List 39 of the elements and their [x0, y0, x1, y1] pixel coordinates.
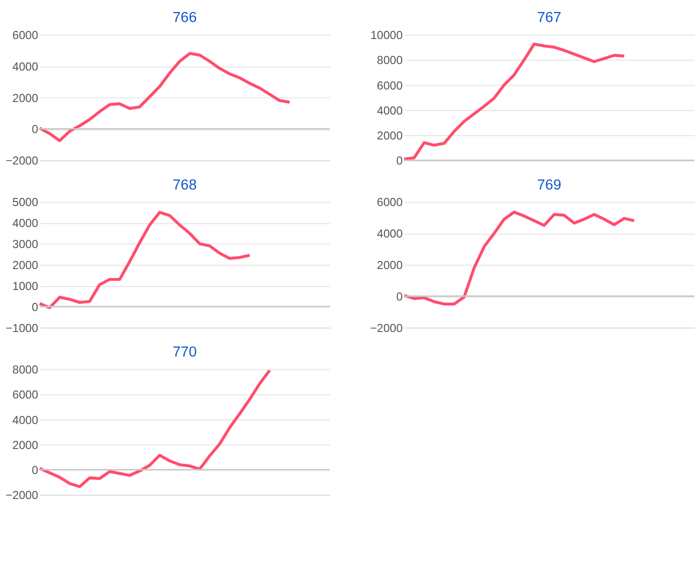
y-tick-label: 2000: [12, 259, 38, 272]
chart-title: 767: [537, 10, 562, 26]
y-tick-label: 6000: [376, 196, 403, 210]
y-tick-label: 4000: [376, 104, 403, 118]
y-tick-label: 6000: [12, 28, 38, 42]
y-tick-label: 8000: [12, 364, 38, 377]
line-series: [38, 210, 252, 310]
y-tick-label: 2000: [376, 259, 403, 272]
y-tick-label: −2000: [6, 489, 38, 502]
y-tick-label: 2000: [376, 130, 403, 143]
y-tick-label: 0: [32, 123, 38, 136]
line-series: [38, 368, 272, 488]
y-tick-label: 0: [32, 300, 38, 314]
y-tick-label: 5000: [12, 196, 38, 210]
y-tick-label: 3000: [12, 238, 38, 252]
y-tick-label: 6000: [376, 79, 403, 92]
y-tick-label: 6000: [12, 388, 38, 402]
y-tick-label: 8000: [376, 54, 403, 68]
chart-title: 769: [537, 177, 562, 194]
y-tick-label: 4000: [12, 217, 38, 230]
y-tick-label: 0: [32, 464, 38, 478]
y-tick-label: 10000: [370, 28, 403, 42]
chart-title: 768: [172, 177, 197, 194]
y-tick-label: 4000: [12, 414, 38, 427]
y-tick-label: 0: [396, 290, 403, 304]
y-tick-label: 0: [396, 154, 403, 168]
line-series: [38, 52, 292, 142]
chart-title: 770: [172, 344, 197, 361]
y-tick-label: 4000: [376, 228, 403, 241]
y-tick-label: 2000: [12, 92, 38, 105]
y-tick-label: −2000: [6, 154, 38, 168]
line-series: [402, 210, 636, 306]
y-tick-label: 1000: [12, 280, 38, 294]
y-tick-label: −2000: [370, 322, 403, 335]
y-tick-label: −1000: [6, 322, 38, 335]
y-tick-label: 4000: [12, 60, 38, 74]
chart-title: 766: [172, 10, 197, 26]
y-tick-label: 2000: [12, 438, 38, 452]
line-series: [402, 42, 626, 161]
